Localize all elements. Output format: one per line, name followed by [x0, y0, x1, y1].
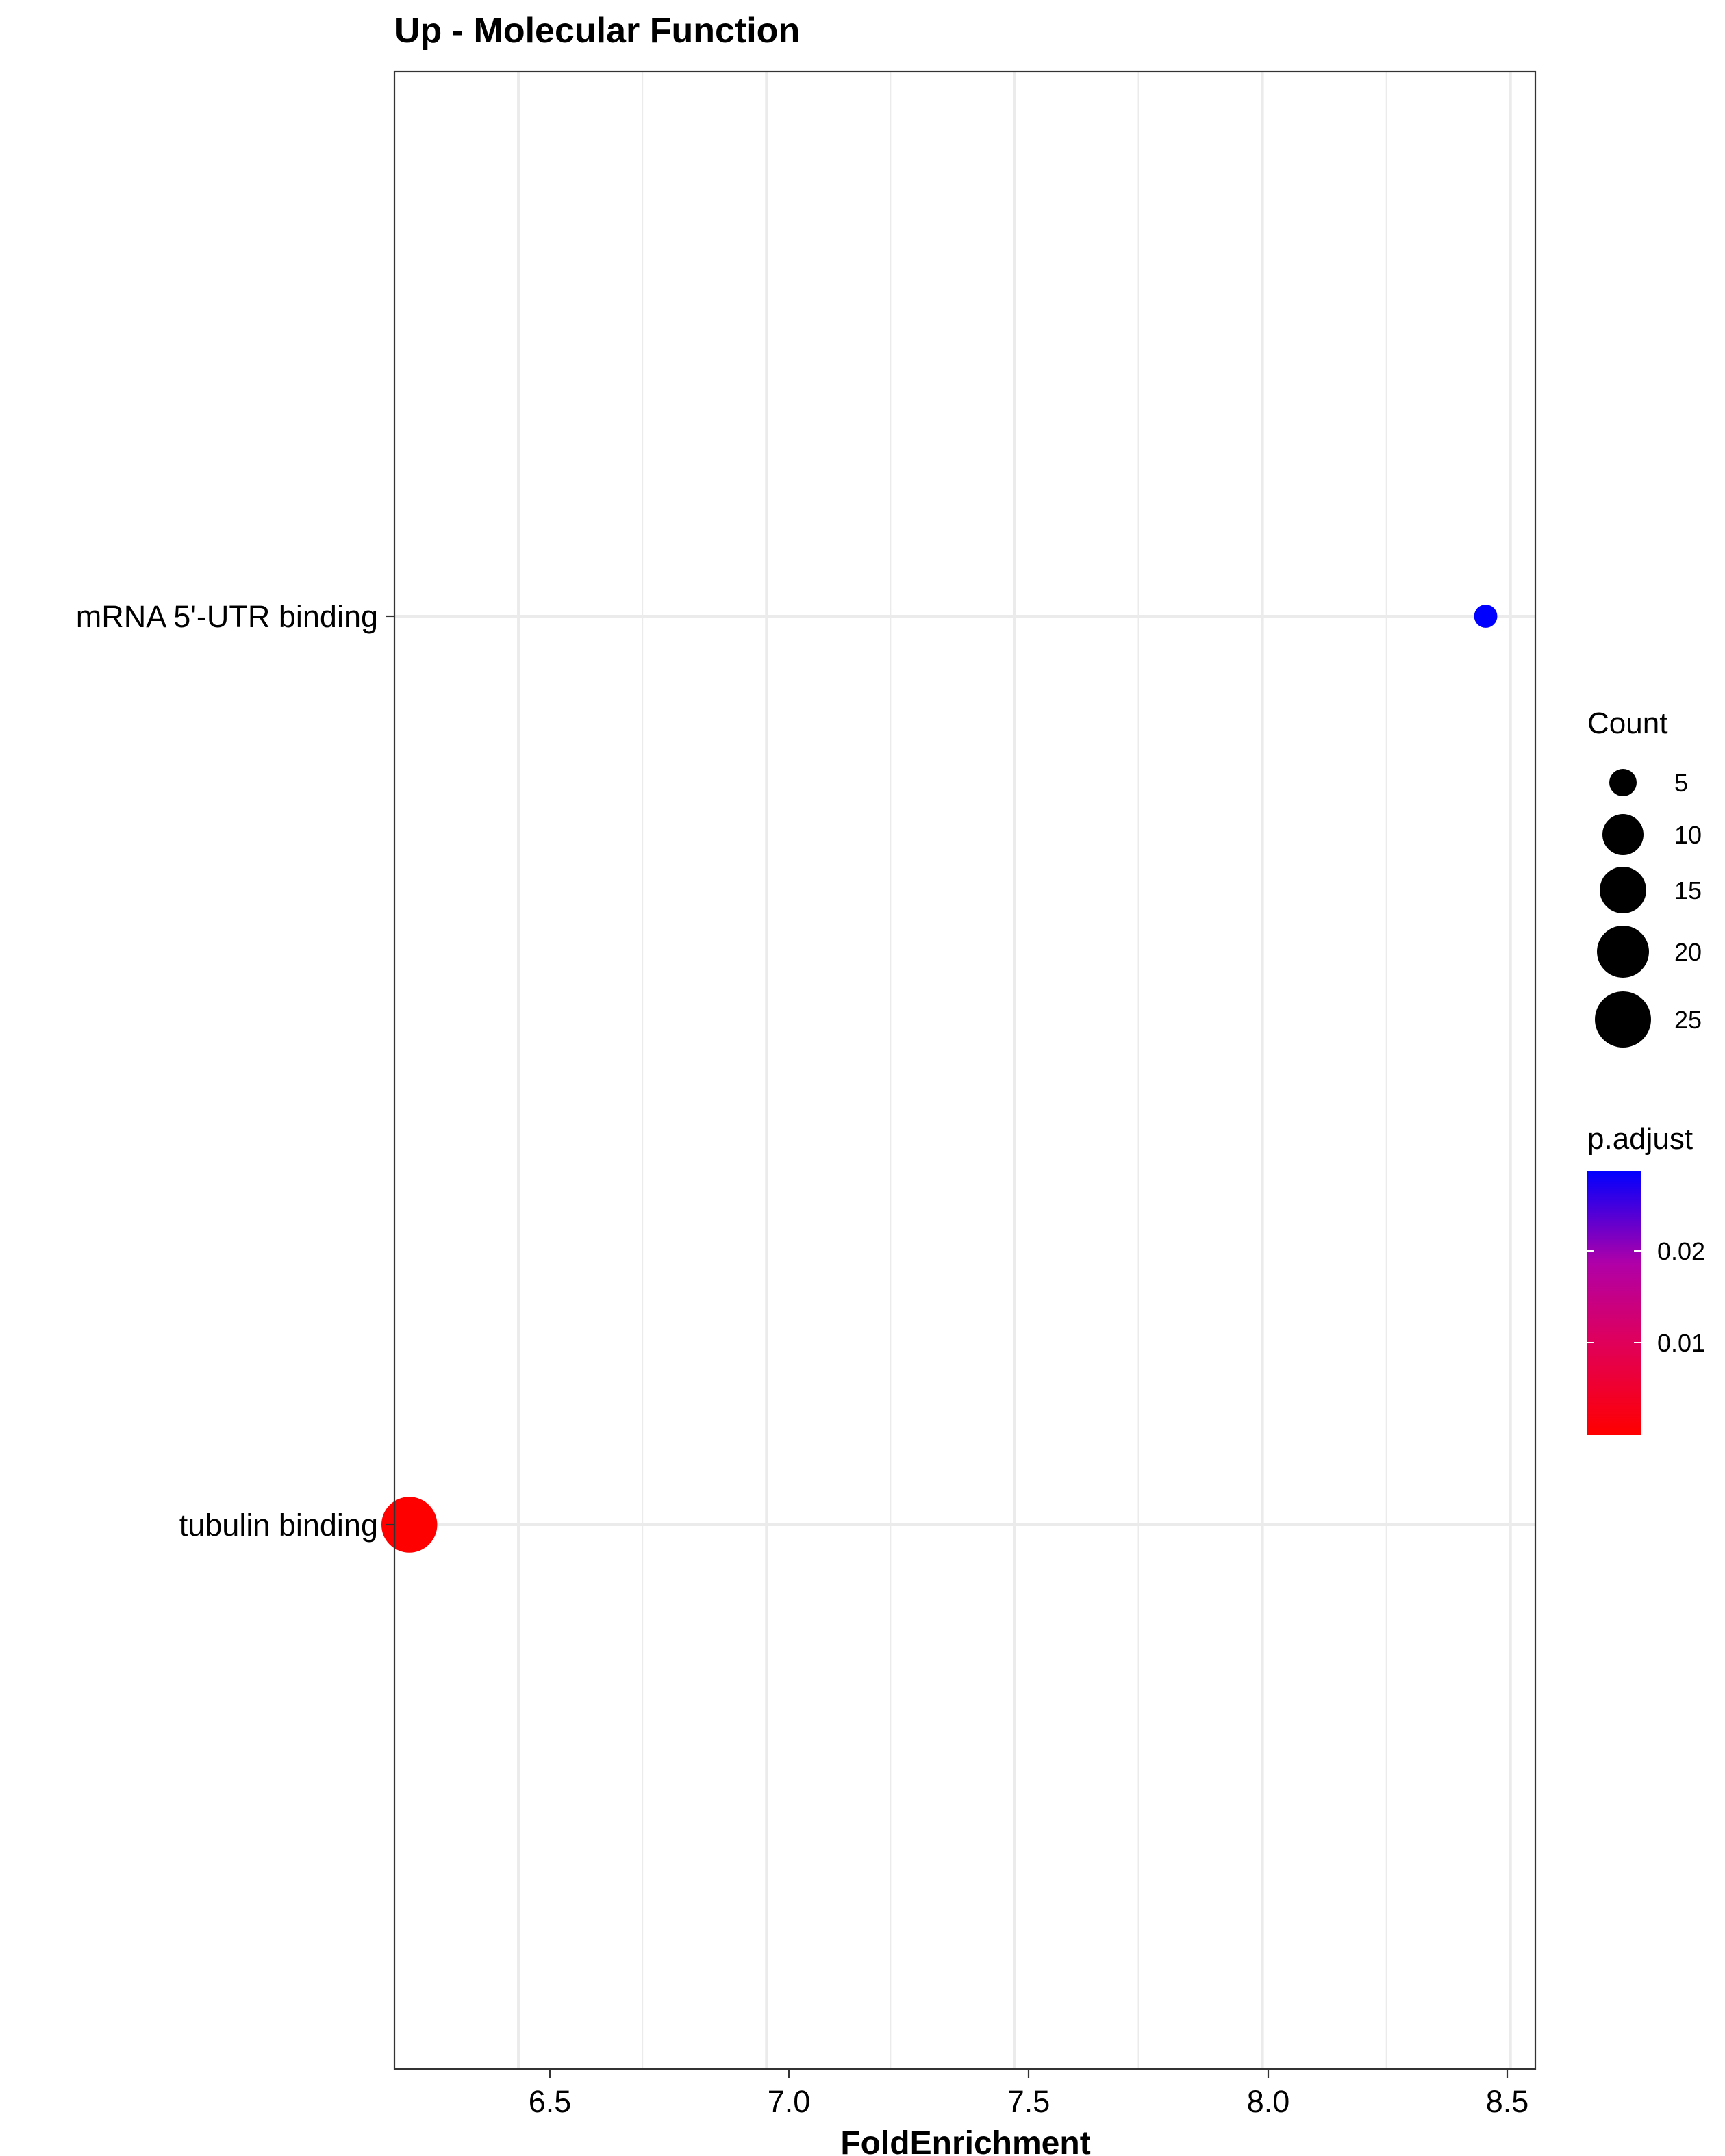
- size-legend-label-10: 10: [1674, 821, 1702, 849]
- x-tick-label-6-5: 6.5: [529, 2084, 572, 2119]
- size-legend-label-25: 25: [1674, 1006, 1702, 1034]
- x-tick-label-8-5: 8.5: [1486, 2084, 1529, 2119]
- size-legend-key-5: [1609, 769, 1637, 796]
- color-legend-gradient-bar: [1587, 1171, 1641, 1435]
- x-tick-label-8-0: 8.0: [1247, 2084, 1290, 2119]
- size-legend-key-10: [1602, 814, 1644, 855]
- y-tick-label-tubulin-binding: tubulin binding: [179, 1508, 378, 1543]
- size-legend-label-20: 20: [1674, 938, 1702, 966]
- x-tick-label-7-0: 7.0: [768, 2084, 811, 2119]
- size-legend-key-15: [1600, 867, 1646, 913]
- size-legend: Count 5 10 15 20 25: [1587, 707, 1702, 1048]
- data-point-tubulin-binding: [381, 1497, 438, 1553]
- data-point-mrna-5utr-binding: [1474, 605, 1498, 628]
- size-legend-title: Count: [1587, 707, 1667, 740]
- x-axis-title: FoldEnrichment: [840, 2125, 1090, 2156]
- color-legend-label-0-01: 0.01: [1657, 1329, 1705, 1357]
- color-legend-label-0-02: 0.02: [1657, 1237, 1705, 1265]
- size-legend-key-25: [1595, 991, 1651, 1048]
- y-axis: mRNA 5'-UTR binding tubulin binding: [76, 599, 394, 1543]
- data-points: [381, 605, 1498, 1553]
- color-legend: p.adjust 0.02 0.01: [1587, 1122, 1705, 1435]
- plot-panel-border: [393, 70, 1537, 2070]
- size-legend-key-20: [1597, 926, 1649, 978]
- size-legend-label-5: 5: [1674, 769, 1688, 797]
- grid-major-lines: [394, 71, 1535, 2069]
- x-axis: 6.5 7.0 7.5 8.0 8.5 FoldEnrichment: [529, 2069, 1529, 2156]
- x-tick-label-7-5: 7.5: [1007, 2084, 1050, 2119]
- plot-panel-background: [394, 71, 1535, 2069]
- chart-title: Up - Molecular Function: [394, 11, 800, 51]
- color-legend-title: p.adjust: [1587, 1122, 1693, 1156]
- size-legend-label-15: 15: [1674, 876, 1702, 904]
- y-tick-label-mrna-5utr-binding: mRNA 5'-UTR binding: [76, 599, 378, 634]
